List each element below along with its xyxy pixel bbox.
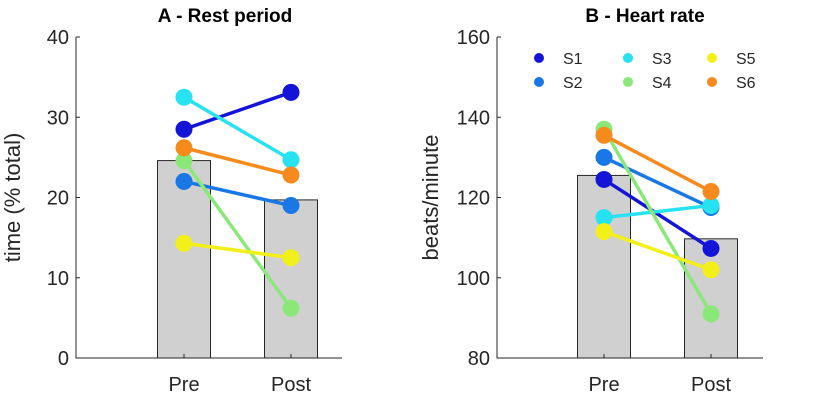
x-tick-label-pre: Pre: [168, 374, 199, 396]
y-tick-label: 20: [47, 188, 69, 210]
series-line-s4: [602, 128, 713, 315]
legend-label-s5: S5: [736, 51, 756, 68]
point-s3-post: [282, 151, 300, 169]
point-s3-pre: [595, 209, 613, 227]
series-line-s1: [603, 177, 712, 250]
bar-post: [264, 199, 318, 359]
point-s1-pre: [595, 170, 613, 188]
point-s2-post: [282, 197, 300, 215]
bar-pre: [577, 174, 631, 359]
y-tick-label: 100: [457, 268, 490, 290]
series-line-s5: [183, 241, 292, 260]
point-s6-post: [702, 182, 720, 200]
point-s5-post: [282, 249, 300, 267]
bar-post: [684, 238, 738, 359]
point-s2-pre: [175, 172, 193, 190]
point-s4-post: [282, 299, 300, 317]
chart-title: A - Rest period: [158, 6, 292, 27]
point-s4-post: [702, 305, 720, 323]
y-tick-label: 160: [457, 27, 490, 49]
panel-a-rest-period: A - Rest period 0 10 20 30 40 Pre Post time (% t…: [0, 6, 342, 396]
series-line-s5: [603, 229, 712, 272]
x-tick-label-pre: Pre: [588, 374, 619, 396]
point-s3-pre: [175, 88, 193, 106]
y-tick-label: 80: [468, 348, 490, 370]
point-s3-post: [702, 197, 720, 215]
legend-marker-s2: [534, 77, 544, 87]
legend-label-s2: S2: [563, 75, 583, 92]
point-s2-pre: [595, 148, 613, 166]
point-s1-post: [702, 239, 720, 257]
point-s5-pre: [595, 223, 613, 241]
legend-marker-s4: [623, 77, 633, 87]
point-s6-post: [282, 166, 300, 184]
legend: S1 S2 S3 S4 S5 S6: [534, 51, 756, 92]
series-line-s6: [183, 146, 292, 177]
y-tick-label: 120: [457, 188, 490, 210]
y-tick-label: 30: [47, 107, 69, 129]
legend-label-s4: S4: [652, 75, 672, 92]
series-line-s3: [183, 95, 292, 162]
series-line-s2: [603, 155, 712, 210]
y-tick-label: 140: [457, 107, 490, 129]
bar-pre: [157, 160, 211, 359]
point-s1-pre: [175, 120, 193, 138]
series-line-s3: [603, 203, 712, 220]
point-s6-pre: [595, 126, 613, 144]
legend-marker-s1: [534, 53, 544, 63]
legend-marker-s3: [623, 53, 633, 63]
x-tick-label-post: Post: [691, 374, 731, 396]
chart-title: B - Heart rate: [585, 6, 704, 27]
legend-marker-s6: [707, 77, 717, 87]
y-tick-label: 10: [47, 268, 69, 290]
series-line-s1: [183, 90, 292, 131]
series-line-s4: [182, 159, 293, 310]
y-tick-label: 40: [47, 27, 69, 49]
legend-label-s1: S1: [563, 51, 583, 68]
panel-b-heart-rate: B - Heart rate 80 100 120 140 160 Pre Post beats…: [418, 6, 763, 396]
y-axis-label: beats/minute: [418, 135, 443, 261]
series-line-s6: [603, 133, 712, 194]
y-tick-label: 0: [58, 348, 69, 370]
point-s6-pre: [175, 139, 193, 157]
point-s1-post: [282, 83, 300, 101]
legend-label-s3: S3: [652, 51, 672, 68]
legend-label-s6: S6: [736, 75, 756, 92]
point-s5-post: [702, 261, 720, 279]
legend-marker-s5: [707, 53, 717, 63]
point-s5-pre: [175, 234, 193, 252]
y-axis-label: time (% total): [0, 133, 25, 263]
point-s4-pre: [175, 152, 193, 170]
x-tick-label-post: Post: [271, 374, 311, 396]
